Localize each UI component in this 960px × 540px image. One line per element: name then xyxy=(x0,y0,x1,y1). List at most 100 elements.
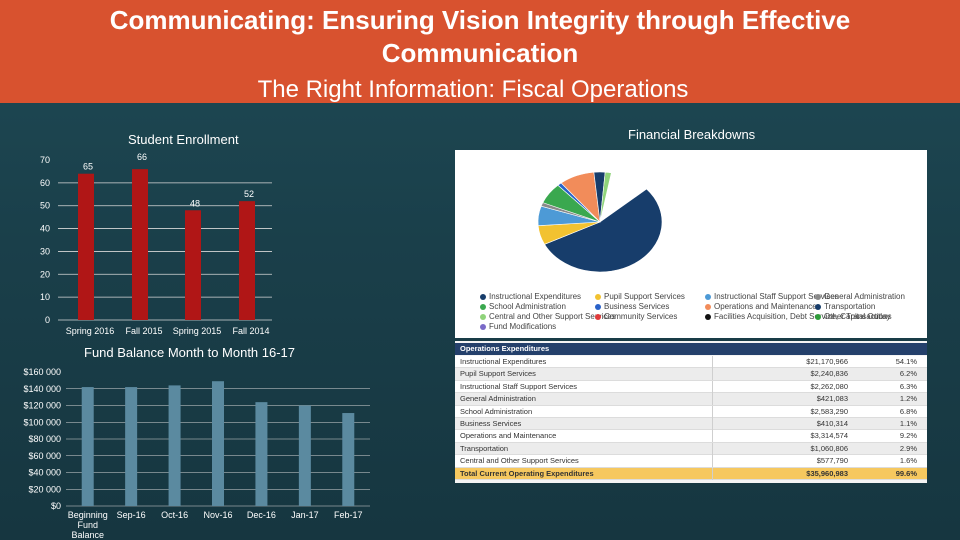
legend-item: Instructional Expenditures xyxy=(480,292,581,301)
table-row: Business Services $410,314 1.1% xyxy=(455,418,927,431)
table-row: Instructional Expenditures $21,170,966 54.… xyxy=(455,356,927,369)
row-percent: 1.1% xyxy=(899,419,917,428)
row-percent: 9.2% xyxy=(899,431,917,441)
legend-swatch xyxy=(480,313,486,320)
row-amount: $3,314,574 xyxy=(810,431,848,441)
slide-title-line-2: Communication xyxy=(381,38,579,68)
row-name: Transportation xyxy=(460,443,509,453)
legend-swatch xyxy=(595,303,601,310)
table-row: Pupil Support Services $2,240,836 6.2% xyxy=(455,368,927,381)
legend-label: Other Transactions xyxy=(824,312,892,321)
fund-y-tick-label: $160 000 xyxy=(23,367,61,377)
fund-bar xyxy=(81,387,94,506)
row-name: Business Services xyxy=(460,419,522,428)
enrollment-bar xyxy=(132,169,148,320)
row-amount: $410,314 xyxy=(816,419,848,428)
enrollment-data-label: 66 xyxy=(137,152,147,162)
legend-swatch xyxy=(705,293,711,300)
legend-label: Community Services xyxy=(604,312,678,321)
column-divider xyxy=(712,430,713,443)
legend-swatch xyxy=(815,303,821,310)
row-name: Central and Other Support Services xyxy=(460,456,579,466)
row-name: Instructional Expenditures xyxy=(460,357,547,366)
row-amount: $421,083 xyxy=(816,394,848,404)
legend-label: Operations and Maintenance xyxy=(714,302,817,311)
row-percent: 6.3% xyxy=(899,381,917,391)
slide-title: Communicating: Ensuring Vision Integrity… xyxy=(0,4,960,70)
column-divider xyxy=(712,442,713,455)
legend-item: Other Transactions xyxy=(815,312,892,321)
table-row: Transportation $1,060,806 2.9% xyxy=(455,442,927,456)
enrollment-y-tick-label: 20 xyxy=(40,269,50,279)
fund-x-tick-label: Fund xyxy=(77,520,98,530)
row-amount: $1,060,806 xyxy=(810,443,848,453)
enrollment-chart: 70 60 50 40 30 20 10 0 65 Spring 2016 66 Fall 2015 4… xyxy=(40,152,272,336)
table-header-label: Operations Expenditures xyxy=(460,344,550,353)
row-percent: 2.9% xyxy=(899,443,917,453)
legend-item: General Administration xyxy=(815,292,905,301)
enrollment-y-tick-label: 40 xyxy=(40,224,50,234)
legend-item: Transportation xyxy=(815,302,875,311)
row-percent: 6.2% xyxy=(899,369,917,379)
row-name: School Administration xyxy=(460,406,533,416)
fund-x-tick-label: Nov-16 xyxy=(203,510,232,520)
fund-y-tick-label: $0 xyxy=(51,501,61,511)
fund-y-tick-label: $120 000 xyxy=(23,401,61,411)
fund-bar xyxy=(298,405,311,506)
column-divider xyxy=(712,467,713,480)
enrollment-y-tick-label: 70 xyxy=(40,155,50,165)
legend-swatch xyxy=(705,303,711,310)
enrollment-bar xyxy=(239,201,255,320)
row-name: Pupil Support Services xyxy=(460,369,536,379)
enrollment-chart-title: Student Enrollment xyxy=(128,132,239,147)
row-percent: 6.8% xyxy=(899,406,917,416)
fund-y-tick-label: $20 000 xyxy=(28,484,61,494)
fund-x-tick-label: Feb-17 xyxy=(334,510,363,520)
expenditure-pie-chart xyxy=(537,171,663,273)
slide-subtitle: The Right Information: Fiscal Operations xyxy=(257,76,689,103)
fund-y-tick-label: $80 000 xyxy=(28,434,61,444)
row-name: General Administration xyxy=(460,394,536,404)
fund-y-tick-label: $140 000 xyxy=(23,384,61,394)
legend-swatch xyxy=(480,303,486,310)
legend-item: Business Services xyxy=(595,302,669,311)
fund-x-tick-label: Dec-16 xyxy=(247,510,276,520)
enrollment-data-label: 52 xyxy=(244,189,254,199)
legend-item: Facilities Acquisition, Debt Service, Ca… xyxy=(705,312,891,321)
row-percent: 54.1% xyxy=(895,357,917,366)
enrollment-x-tick-label: Spring 2015 xyxy=(173,326,222,336)
pie-slice xyxy=(599,171,612,223)
legend-item: Central and Other Support Services xyxy=(480,312,616,321)
fund-x-tick-label: Beginning xyxy=(68,510,108,520)
fund-chart-title: Fund Balance Month to Month 16-17 xyxy=(84,345,296,360)
fund-x-tick-label: Oct-16 xyxy=(161,510,188,520)
enrollment-x-tick-label: Spring 2016 xyxy=(66,326,115,336)
slide-title-line-1: Communicating: Ensuring Vision Integrity… xyxy=(109,5,851,35)
enrollment-x-tick-label: Fall 2015 xyxy=(125,326,162,336)
title-banner: Communicating: Ensuring Vision Integrity… xyxy=(0,0,960,103)
enrollment-data-label: 48 xyxy=(190,198,200,208)
column-divider xyxy=(712,380,713,393)
row-name: Instructional Staff Support Services xyxy=(460,381,578,391)
legend-item: School Administration xyxy=(480,302,566,311)
enrollment-y-tick-label: 0 xyxy=(45,315,50,325)
legend-label: Instructional Staff Support Services xyxy=(714,292,839,301)
fund-y-tick-label: $40 000 xyxy=(28,468,61,478)
fund-balance-chart: $160 000 $140 000 $120 000 $100 000 $80 000 $… xyxy=(23,367,370,540)
enrollment-bar xyxy=(185,210,201,320)
column-divider xyxy=(712,356,713,368)
table-row: Instructional Staff Support Services $2,2… xyxy=(455,380,927,394)
column-divider xyxy=(712,455,713,468)
legend-label: Facilities Acquisition, Debt Service, Ca… xyxy=(714,312,891,321)
legend-swatch xyxy=(480,323,486,330)
legend-item: Pupil Support Services xyxy=(595,292,685,301)
legend-label: Business Services xyxy=(604,302,670,311)
table-total-row: Total Current Operating Expenditures $35,… xyxy=(455,467,927,480)
legend-item: Instructional Staff Support Services xyxy=(705,292,839,301)
row-percent: 99.6% xyxy=(895,468,917,478)
row-percent: 1.6% xyxy=(899,456,917,466)
pie-slice xyxy=(544,188,663,273)
fund-y-tick-label: $100 000 xyxy=(23,417,61,427)
enrollment-y-tick-label: 30 xyxy=(40,246,50,256)
table-row: Central and Other Support Services $577,7… xyxy=(455,455,927,468)
